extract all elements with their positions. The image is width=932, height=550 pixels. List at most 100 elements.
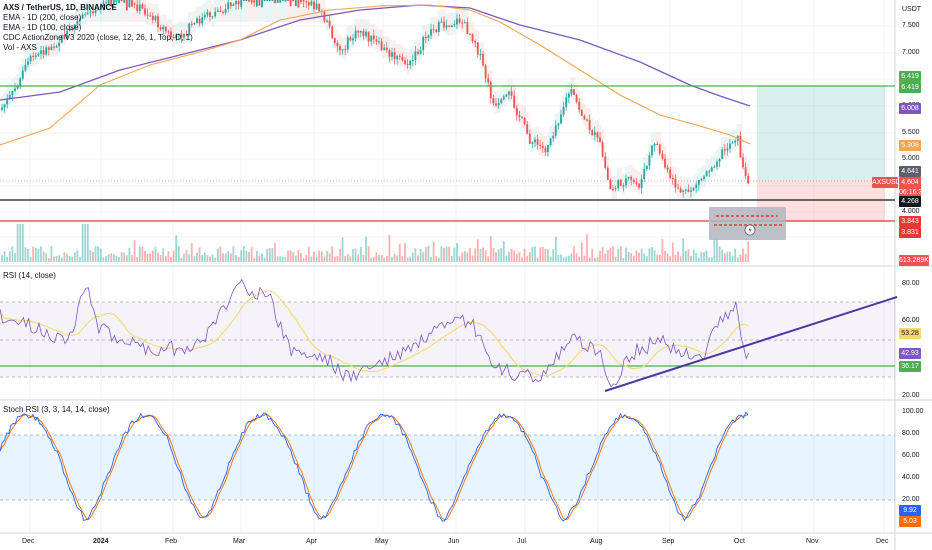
volume-bar <box>401 256 404 262</box>
candle-body <box>125 0 128 11</box>
volume-bar <box>164 256 167 262</box>
candle-body <box>721 149 724 159</box>
volume-bar <box>99 248 102 262</box>
candle-body <box>110 0 113 7</box>
volume-bar <box>453 247 456 262</box>
volume-bar <box>560 254 562 262</box>
volume-bar <box>279 256 282 262</box>
volume-bar <box>404 243 406 262</box>
volume-bar <box>578 256 581 262</box>
candle-body <box>279 0 282 3</box>
volume-bar <box>112 254 115 262</box>
candle-body <box>588 120 591 131</box>
volume-bar <box>216 248 219 262</box>
volume-bar <box>430 257 432 262</box>
volume-bar <box>391 257 393 262</box>
volume-bar <box>193 256 196 262</box>
candle-body <box>391 52 393 57</box>
volume-bar <box>47 257 50 262</box>
volume-bar <box>128 247 131 262</box>
candle-body <box>68 28 71 31</box>
candle-body <box>86 12 89 15</box>
candle-body <box>385 47 388 51</box>
rsi-trendline[interactable] <box>604 296 898 392</box>
tag-countdown: 06:16:31 <box>899 187 927 198</box>
candle-body <box>528 133 531 144</box>
volume-bar <box>692 249 695 262</box>
volume-bar <box>198 247 201 262</box>
candle-body <box>289 0 292 7</box>
volume-bar <box>612 246 614 262</box>
stoch-axis-label: 100.00 <box>902 408 924 415</box>
candle-body <box>635 182 638 184</box>
volume-bar <box>92 252 94 262</box>
candle-body <box>422 37 425 51</box>
candle-body <box>60 34 63 43</box>
currency-label[interactable]: USDT <box>902 6 922 13</box>
volume-bar <box>606 249 609 262</box>
candle-body <box>237 0 240 5</box>
volume-bar <box>201 254 204 262</box>
candle-body <box>731 142 734 144</box>
candle-body <box>557 123 560 126</box>
candle-body <box>502 96 505 100</box>
candle-body <box>146 14 149 16</box>
volume-bar <box>443 247 445 262</box>
long-position-profit-zone[interactable] <box>757 86 885 180</box>
tag-stoch-d: 5.03 <box>899 516 921 527</box>
rsi-legend[interactable]: RSI (14, close) <box>3 271 56 280</box>
candle-body <box>211 16 214 18</box>
volume-bar <box>409 256 412 262</box>
legend-vol[interactable]: Vol - AXS <box>3 43 37 52</box>
candle-body <box>34 55 37 57</box>
candle-body <box>105 1 107 3</box>
candle-body <box>341 49 344 51</box>
legend-ema200[interactable]: EMA - 1D (200, close) <box>3 13 82 22</box>
price-axis-label: 5.000 <box>902 155 920 162</box>
volume-bar <box>653 250 656 262</box>
volume-bar <box>664 250 666 262</box>
volume-bar <box>253 257 256 262</box>
stoch-legend[interactable]: Stoch RSI (3, 3, 14, 14, close) <box>3 405 110 414</box>
volume-bar <box>721 249 724 262</box>
candle-body <box>63 34 66 39</box>
volume-bar <box>157 252 159 262</box>
candle-body <box>739 135 742 158</box>
candle-body <box>383 47 386 50</box>
volume-bar <box>115 255 118 262</box>
volume-bar <box>300 253 302 262</box>
candle-body <box>159 27 162 30</box>
legend-symbol[interactable]: AXS / TetherUS, 1D, BINANCE <box>3 3 117 12</box>
volume-bar <box>266 248 269 262</box>
volume-bar <box>450 255 453 262</box>
volume-bar <box>734 248 737 262</box>
candle-body <box>167 31 170 33</box>
candle-body <box>42 50 45 55</box>
volume-bar <box>359 246 362 262</box>
volume-bar <box>586 234 588 262</box>
volume-bar <box>565 256 568 262</box>
candle-body <box>40 50 42 54</box>
volume-bar <box>6 257 9 262</box>
candle-body <box>214 11 217 17</box>
volume-bar <box>385 255 388 262</box>
candle-body <box>664 158 666 168</box>
candle-body <box>396 55 399 60</box>
volume-bar <box>53 256 55 262</box>
volume-bar <box>414 248 417 262</box>
price-candles[interactable] <box>1 0 750 198</box>
candle-body <box>21 70 24 79</box>
legend-cdc[interactable]: CDC ActionZone V3 2020 (close, 12, 26, 1… <box>3 33 193 42</box>
candle-body <box>292 0 295 2</box>
volume-bars <box>1 224 750 262</box>
candle-body <box>141 4 144 9</box>
annotation-note[interactable] <box>709 207 786 240</box>
legend-ema100[interactable]: EMA - 1D (100, close) <box>3 23 82 32</box>
candle-body <box>336 42 339 47</box>
volume-bar <box>500 247 503 262</box>
volume-bar <box>55 256 58 262</box>
candle-body <box>531 142 534 144</box>
candle-body <box>45 47 48 55</box>
main-legend: AXS / TetherUS, 1D, BINANCE EMA - 1D (20… <box>3 3 193 53</box>
